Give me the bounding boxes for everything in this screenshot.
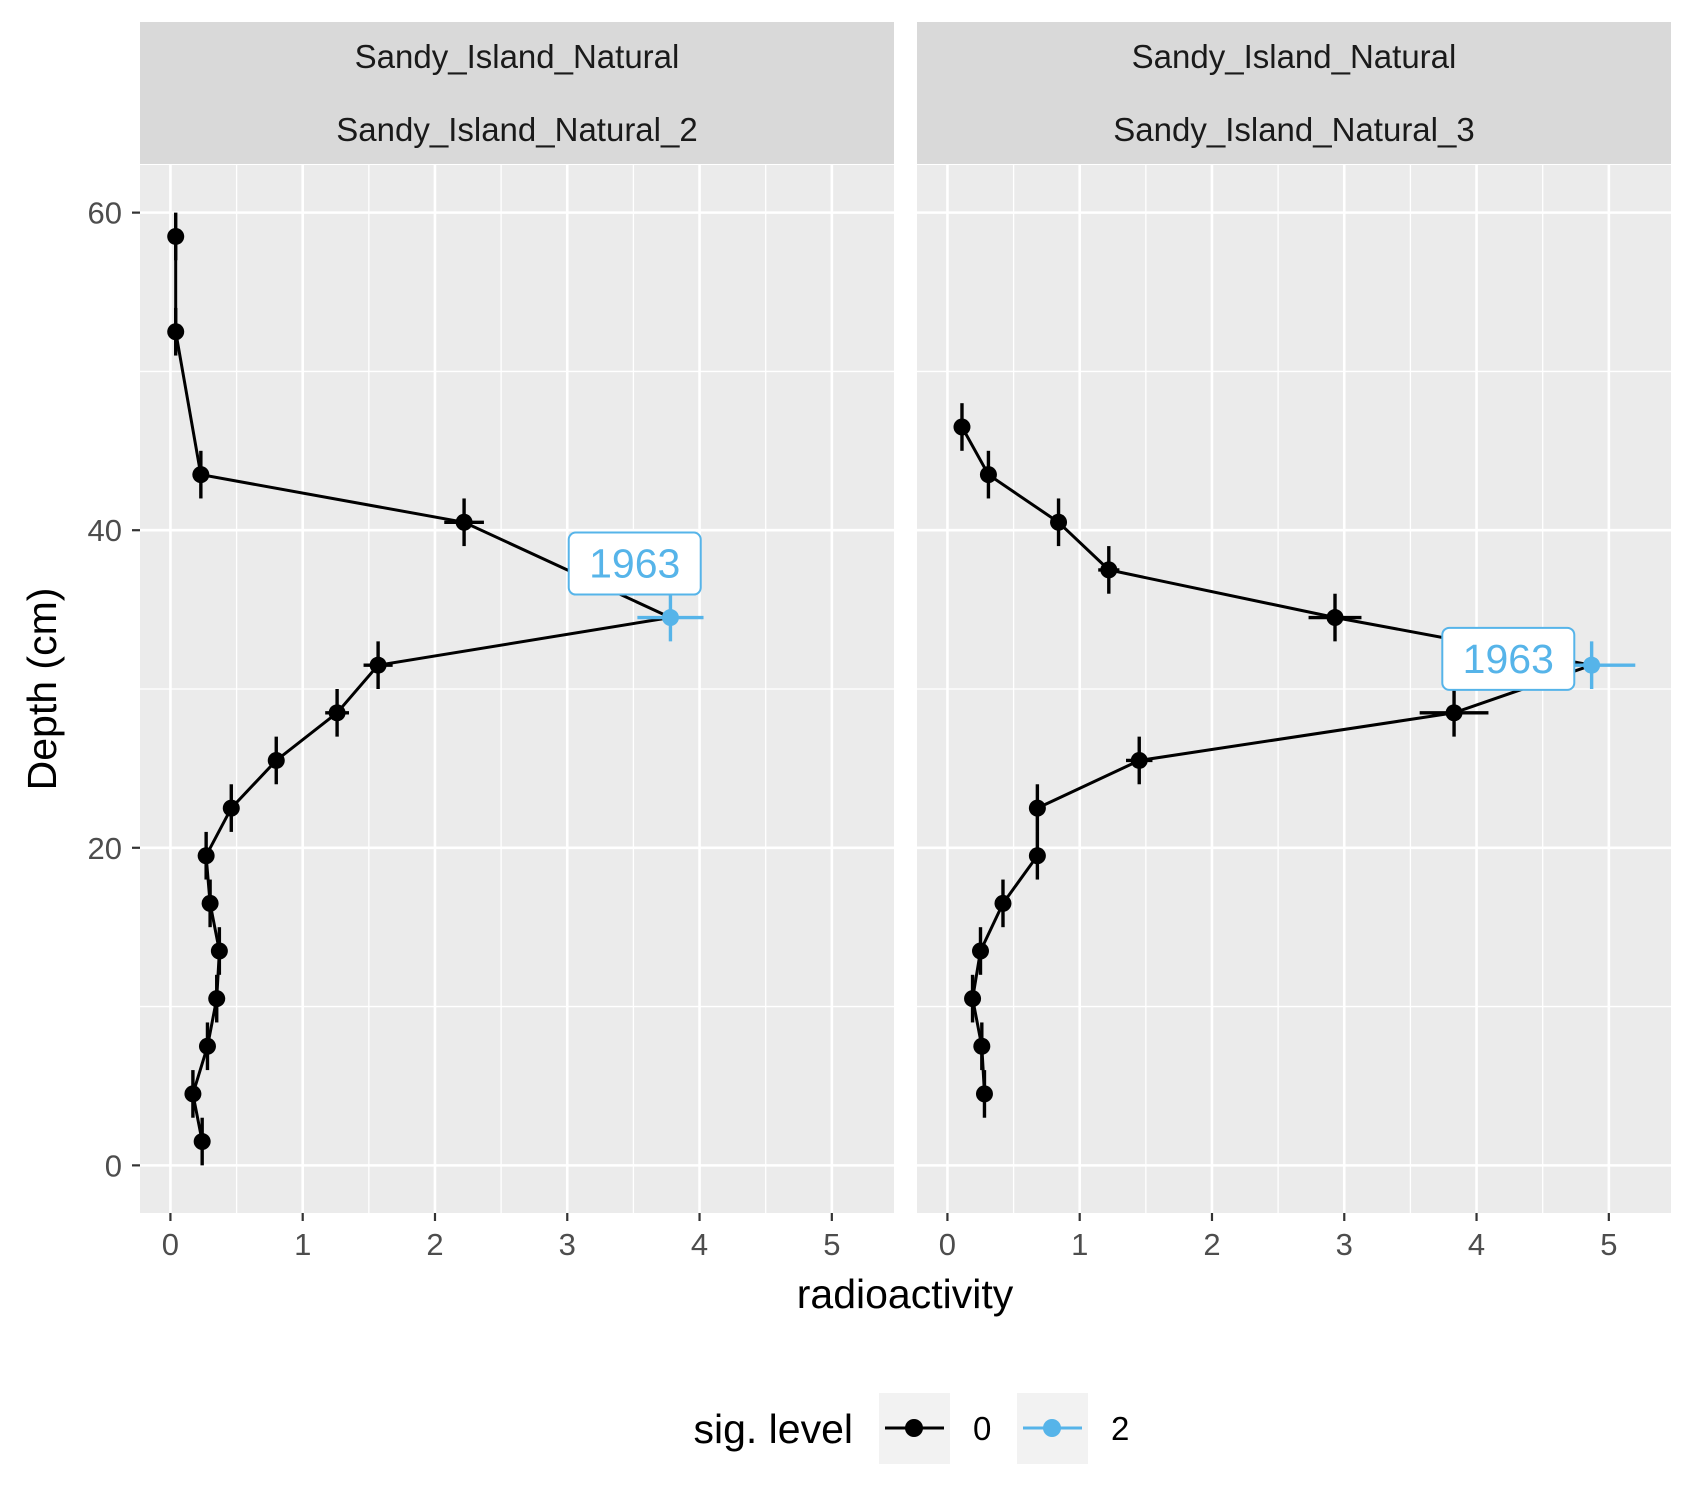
legend-label: 0 [973, 1410, 991, 1447]
legend-key-point [1043, 1419, 1061, 1437]
data-point [167, 227, 185, 245]
legend-title: sig. level [693, 1406, 853, 1452]
data-point [661, 609, 679, 627]
data-point [192, 466, 210, 484]
x-axis-title: radioactivity [797, 1271, 1014, 1317]
strip-outer [917, 22, 1671, 93]
x-tick-label: 5 [823, 1227, 840, 1262]
data-point [973, 1037, 991, 1055]
data-point [198, 1037, 216, 1055]
data-point [1028, 847, 1046, 865]
data-point [455, 513, 473, 531]
strip-outer [140, 22, 894, 93]
strip-outer-label: Sandy_Island_Natural [1132, 38, 1457, 75]
data-point [1326, 609, 1344, 627]
panel-2: Sandy_Island_Natural Sandy_Island_Natural… [917, 22, 1671, 1262]
data-point [971, 942, 989, 960]
data-point [369, 656, 387, 674]
data-point [953, 418, 971, 436]
data-point [1130, 751, 1148, 769]
legend-key-point [905, 1419, 923, 1437]
data-point [167, 323, 185, 341]
x-tick-label: 2 [1203, 1227, 1220, 1262]
x-tick-label: 3 [559, 1227, 576, 1262]
strip-inner-label: Sandy_Island_Natural_2 [336, 111, 697, 148]
data-point [328, 704, 346, 722]
strip-outer-label: Sandy_Island_Natural [355, 38, 680, 75]
legend-entry-2: 2 [1017, 1393, 1129, 1464]
annotation-box [1441, 626, 1576, 691]
data-point [184, 1085, 202, 1103]
annotation-box [567, 531, 702, 596]
data-point [222, 799, 240, 817]
y-tick-label: 20 [88, 831, 122, 866]
data-point [975, 1085, 993, 1103]
x-tick-label: 0 [162, 1227, 179, 1262]
annotation-label: 1963 [1463, 636, 1554, 682]
panel-1: Sandy_Island_Natural Sandy_Island_Natural… [140, 22, 894, 1262]
y-tick-label: 60 [88, 196, 122, 231]
x-tick-label: 4 [1468, 1227, 1485, 1262]
data-point [201, 894, 219, 912]
legend-entry-0: 0 [879, 1393, 991, 1464]
y-tick-label: 0 [105, 1148, 122, 1183]
data-point [208, 990, 226, 1008]
data-point [193, 1133, 211, 1151]
strip-inner-label: Sandy_Island_Natural_3 [1113, 111, 1474, 148]
data-point [1100, 561, 1118, 579]
data-point [210, 942, 228, 960]
y-axis-title: Depth (cm) [19, 588, 65, 791]
x-tick-label: 5 [1600, 1227, 1617, 1262]
x-tick-label: 2 [426, 1227, 443, 1262]
data-point [1583, 656, 1601, 674]
y-tick-label: 40 [88, 513, 122, 548]
data-point [964, 990, 982, 1008]
x-tick-label: 0 [939, 1227, 956, 1262]
strip-inner [140, 93, 894, 164]
legend-label: 2 [1111, 1410, 1129, 1447]
data-point [1445, 704, 1463, 722]
legend: sig. level 0 2 [693, 1393, 1129, 1464]
x-tick-label: 1 [1071, 1227, 1088, 1262]
data-point [1050, 513, 1068, 531]
data-point [1028, 799, 1046, 817]
x-tick-label: 3 [1336, 1227, 1353, 1262]
x-tick-label: 1 [294, 1227, 311, 1262]
data-point [267, 751, 285, 769]
profile-line [174, 236, 676, 1142]
strip-inner [917, 93, 1671, 164]
data-point [979, 466, 997, 484]
data-point [197, 847, 215, 865]
data-point [994, 894, 1012, 912]
annotation-label: 1963 [589, 541, 680, 587]
x-tick-label: 4 [691, 1227, 708, 1262]
